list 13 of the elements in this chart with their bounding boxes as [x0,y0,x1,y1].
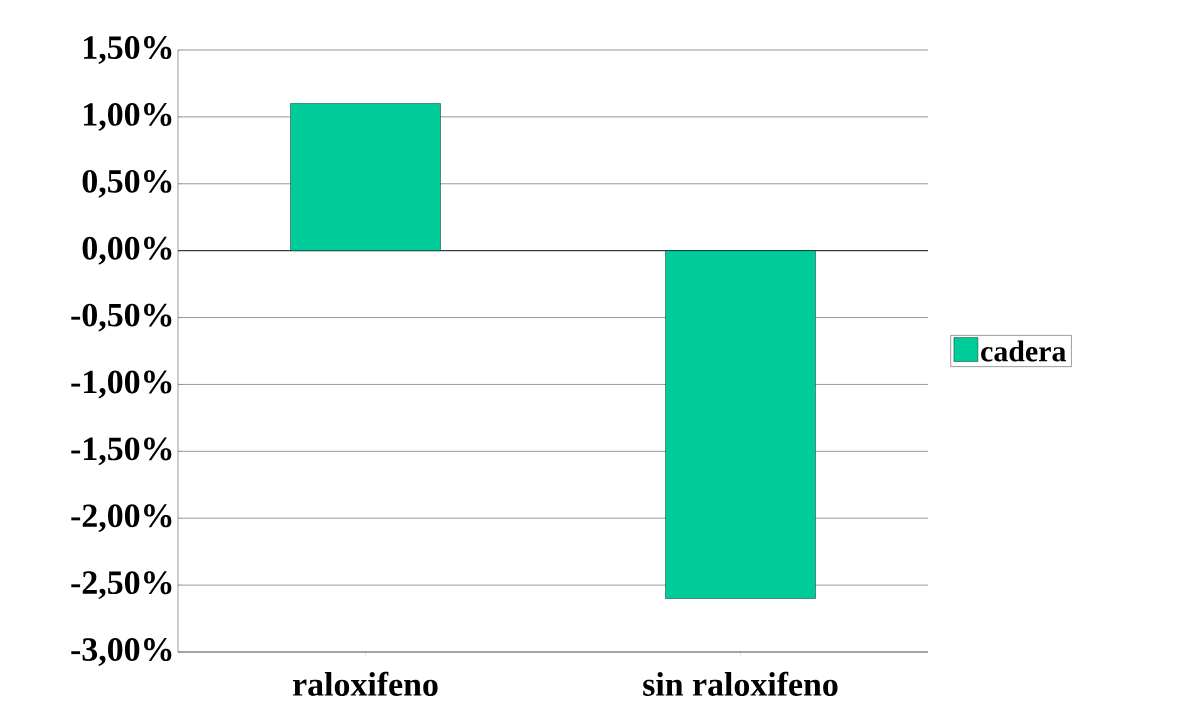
legend-label: cadera [981,340,1066,362]
y-tick-label: -0,50% [71,303,172,332]
y-tick-label: 0,00% [82,236,172,265]
y-tick-label: 1,00% [84,102,172,131]
y-tick-label: -1,50% [71,437,172,466]
y-tick-label: 1,50% [84,36,172,64]
y-tick-label: -3,00% [71,638,172,666]
y-tick-label: -1,00% [71,370,172,399]
y-tick-label: -2,00% [71,504,172,533]
y-tick-label: 0,50% [82,169,172,198]
x-tick-label: sin raloxifeno [643,671,838,696]
x-tick-label: raloxifeno [293,671,438,696]
y-tick-label: -2,50% [71,571,172,599]
